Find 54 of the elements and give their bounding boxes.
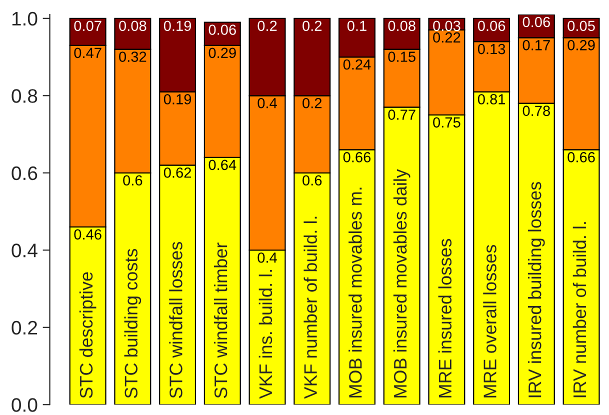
x-tick-label: STC windfall timber xyxy=(214,242,228,398)
data-label: 0.24 xyxy=(343,59,371,70)
data-label: 0.1 xyxy=(347,20,366,32)
data-label: 0.19 xyxy=(164,94,192,104)
data-label: 0.77 xyxy=(388,110,416,120)
y-tick-label: 1.0 xyxy=(12,12,38,26)
y-tick-label: 0.8 xyxy=(12,89,38,103)
data-label: 0.64 xyxy=(208,160,236,170)
data-label: 0.15 xyxy=(388,52,416,62)
data-label: 0.07 xyxy=(74,20,102,32)
x-tick-label: VKF number of build. l. xyxy=(304,216,317,399)
data-label: 0.06 xyxy=(522,16,550,28)
data-label: 0.05 xyxy=(568,20,595,32)
x-tick-label: MRE insured losses xyxy=(438,238,452,398)
x-tick-label: MRE overall losses xyxy=(483,244,496,398)
data-label: 0.47 xyxy=(74,48,102,58)
y-tick-label: 0.0 xyxy=(12,398,38,412)
data-label: 0.2 xyxy=(302,20,322,32)
y-tick-label: 0.2 xyxy=(12,320,38,335)
data-label: 0.19 xyxy=(164,20,192,32)
data-label: 0.2 xyxy=(258,20,277,32)
x-tick-label: STC descriptive xyxy=(79,272,96,398)
data-label: 0.78 xyxy=(522,106,550,116)
data-label: 0.29 xyxy=(208,48,236,58)
data-label: 0.6 xyxy=(123,175,142,186)
data-label: 0.03 xyxy=(433,20,460,32)
data-label: 0.29 xyxy=(568,40,595,50)
data-label: 0.6 xyxy=(302,175,322,186)
x-tick-label: MOB insured movables daily xyxy=(393,169,410,398)
x-tick-label: VKF ins. build. l. xyxy=(258,270,272,399)
x-tick-label: STC building costs xyxy=(124,248,142,398)
data-label: 0.75 xyxy=(433,117,460,128)
data-label: 0.08 xyxy=(119,20,146,32)
y-tick-label: 0.6 xyxy=(12,166,38,180)
data-label: 0.2 xyxy=(302,98,322,108)
data-label: 0.81 xyxy=(478,94,506,104)
data-label: 0.4 xyxy=(258,98,277,108)
data-label: 0.22 xyxy=(433,32,460,43)
data-label: 0.66 xyxy=(343,152,371,162)
data-label: 0.32 xyxy=(119,52,146,62)
x-tick-label: IRV number of build. l. xyxy=(572,222,586,398)
x-tick-label: IRV insured building losses xyxy=(528,182,545,398)
data-label: 0.06 xyxy=(478,20,506,32)
data-label: 0.06 xyxy=(208,24,236,35)
y-tick-label: 0.4 xyxy=(12,244,38,258)
data-label: 0.46 xyxy=(74,229,102,240)
data-label: 0.13 xyxy=(478,44,506,54)
data-label: 0.62 xyxy=(164,167,191,178)
data-label: 0.17 xyxy=(522,40,550,50)
data-label: 0.08 xyxy=(388,20,416,32)
x-tick-label: MOB insured movables m. xyxy=(348,188,362,398)
data-label: 0.66 xyxy=(568,152,595,162)
x-tick-label: STC windfall losses xyxy=(169,242,182,398)
data-label: 0.4 xyxy=(258,252,277,263)
